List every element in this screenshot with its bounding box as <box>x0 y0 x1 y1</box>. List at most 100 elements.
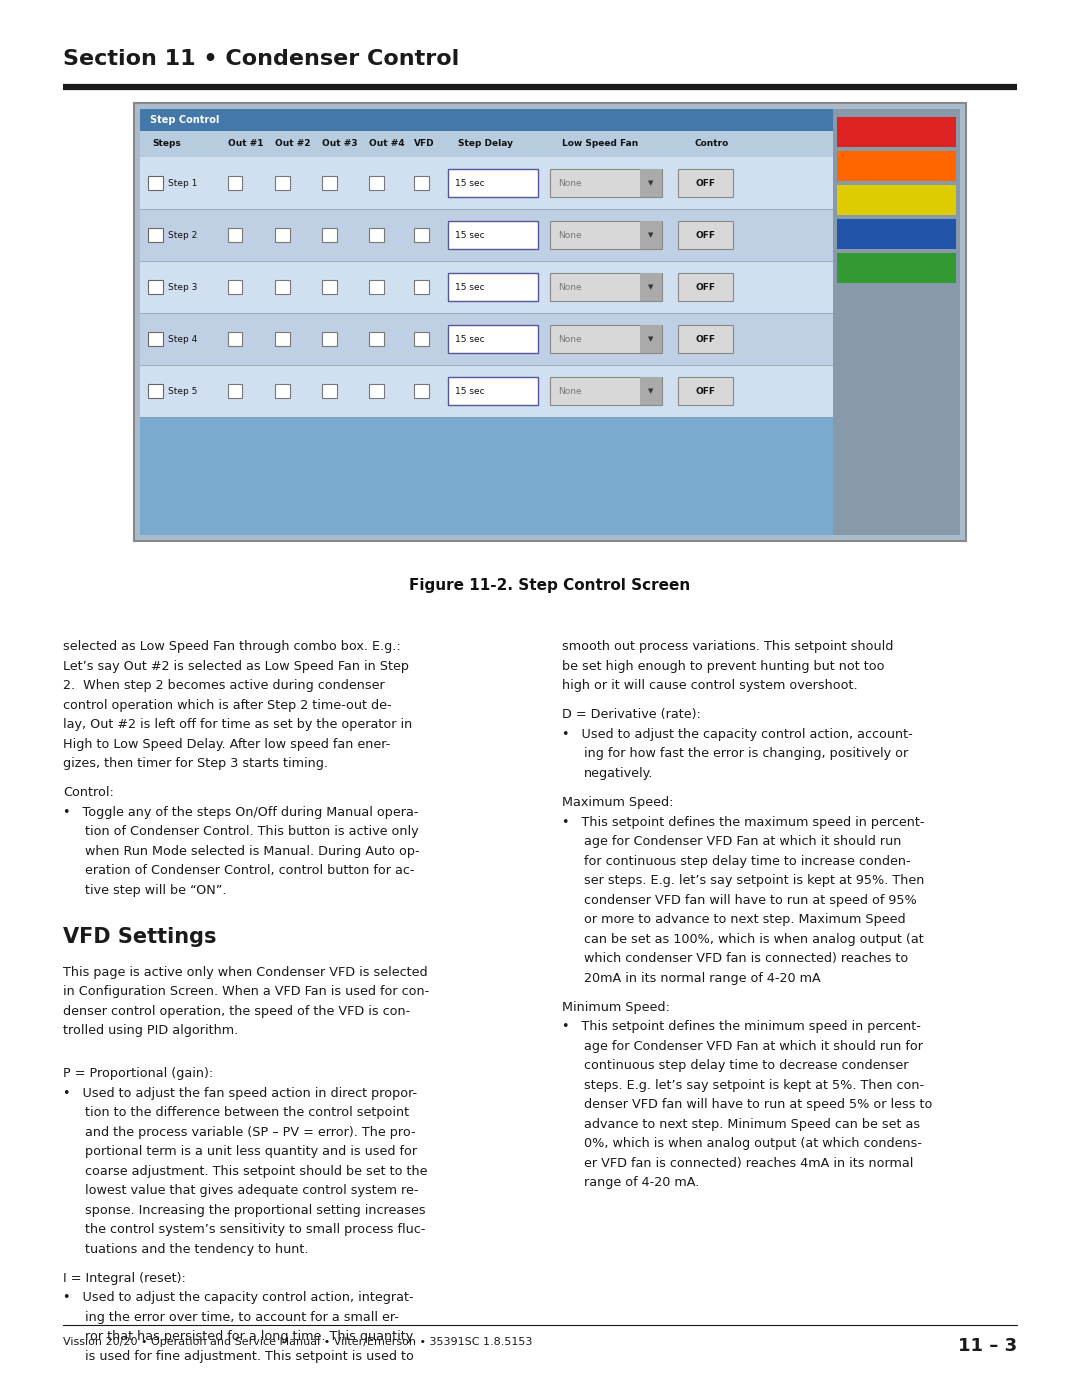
Text: can be set as 100%, which is when analog output (at: can be set as 100%, which is when analog… <box>584 933 923 946</box>
Text: ing for how fast the error is changing, positively or: ing for how fast the error is changing, … <box>584 747 908 760</box>
Text: 0%, which is when analog output (at which condens-: 0%, which is when analog output (at whic… <box>584 1137 922 1150</box>
Text: None: None <box>558 334 582 344</box>
FancyBboxPatch shape <box>140 156 833 210</box>
FancyBboxPatch shape <box>275 331 289 346</box>
FancyBboxPatch shape <box>448 326 538 353</box>
Text: when Run Mode selected is Manual. During Auto op-: when Run Mode selected is Manual. During… <box>85 845 420 858</box>
Text: •   Toggle any of the steps On/Off during Manual opera-: • Toggle any of the steps On/Off during … <box>63 806 419 819</box>
FancyBboxPatch shape <box>837 219 956 249</box>
Text: Step 2: Step 2 <box>167 231 197 239</box>
FancyBboxPatch shape <box>414 176 429 190</box>
FancyBboxPatch shape <box>322 176 337 190</box>
FancyBboxPatch shape <box>640 326 662 353</box>
FancyBboxPatch shape <box>275 176 289 190</box>
Text: ror that has persisted for a long time. This quantity: ror that has persisted for a long time. … <box>85 1330 414 1344</box>
Text: Step 5: Step 5 <box>167 387 197 395</box>
FancyBboxPatch shape <box>414 384 429 398</box>
Text: Minimum Speed:: Minimum Speed: <box>562 1000 670 1014</box>
Text: Section 11 • Condenser Control: Section 11 • Condenser Control <box>63 49 459 68</box>
FancyBboxPatch shape <box>322 384 337 398</box>
Text: is used for fine adjustment. This setpoint is used to: is used for fine adjustment. This setpoi… <box>85 1350 414 1363</box>
FancyBboxPatch shape <box>550 326 662 353</box>
Text: •   Used to adjust the capacity control action, integrat-: • Used to adjust the capacity control ac… <box>63 1291 414 1305</box>
Text: Low Speed Fan: Low Speed Fan <box>562 140 638 148</box>
Text: Out #2: Out #2 <box>275 140 311 148</box>
Text: 15 sec: 15 sec <box>455 282 485 292</box>
FancyBboxPatch shape <box>414 279 429 295</box>
FancyBboxPatch shape <box>550 377 662 405</box>
Text: Step 3: Step 3 <box>167 282 197 292</box>
FancyBboxPatch shape <box>833 109 960 535</box>
Text: Steps: Steps <box>152 140 180 148</box>
Text: 15 sec: 15 sec <box>455 179 485 187</box>
Text: Contro: Contro <box>696 140 729 148</box>
Text: None: None <box>558 387 582 395</box>
Text: OFF: OFF <box>696 387 715 395</box>
FancyBboxPatch shape <box>369 279 383 295</box>
FancyBboxPatch shape <box>140 365 833 416</box>
Text: lay, Out #2 is left off for time as set by the operator in: lay, Out #2 is left off for time as set … <box>63 718 413 731</box>
FancyBboxPatch shape <box>678 169 733 197</box>
Text: This page is active only when Condenser VFD is selected: This page is active only when Condenser … <box>63 965 428 979</box>
Text: ing the error over time, to account for a small er-: ing the error over time, to account for … <box>85 1310 399 1324</box>
Text: tuations and the tendency to hunt.: tuations and the tendency to hunt. <box>85 1242 309 1256</box>
Text: portional term is a unit less quantity and is used for: portional term is a unit less quantity a… <box>85 1146 417 1158</box>
FancyBboxPatch shape <box>140 261 833 313</box>
FancyBboxPatch shape <box>640 272 662 300</box>
FancyBboxPatch shape <box>322 279 337 295</box>
FancyBboxPatch shape <box>322 228 337 242</box>
FancyBboxPatch shape <box>228 176 243 190</box>
Text: 11 – 3: 11 – 3 <box>958 1337 1017 1355</box>
Text: steps. E.g. let’s say setpoint is kept at 5%. Then con-: steps. E.g. let’s say setpoint is kept a… <box>584 1078 924 1091</box>
FancyBboxPatch shape <box>550 169 662 197</box>
Text: None: None <box>558 231 582 239</box>
Text: Maximum Speed:: Maximum Speed: <box>562 796 674 809</box>
Text: tion of Condenser Control. This button is active only: tion of Condenser Control. This button i… <box>85 826 419 838</box>
FancyBboxPatch shape <box>448 221 538 249</box>
Text: Step 4: Step 4 <box>167 334 197 344</box>
Text: •   Used to adjust the fan speed action in direct propor-: • Used to adjust the fan speed action in… <box>63 1087 417 1099</box>
Text: or more to advance to next step. Maximum Speed: or more to advance to next step. Maximum… <box>584 914 906 926</box>
Text: the control system’s sensitivity to small process fluc-: the control system’s sensitivity to smal… <box>85 1222 426 1236</box>
Text: ser steps. E.g. let’s say setpoint is kept at 95%. Then: ser steps. E.g. let’s say setpoint is ke… <box>584 875 924 887</box>
Text: •   Used to adjust the capacity control action, account-: • Used to adjust the capacity control ac… <box>562 728 913 740</box>
FancyBboxPatch shape <box>369 331 383 346</box>
Text: range of 4-20 mA.: range of 4-20 mA. <box>584 1176 700 1189</box>
Text: 20mA in its normal range of 4-20 mA: 20mA in its normal range of 4-20 mA <box>584 971 821 985</box>
FancyBboxPatch shape <box>414 228 429 242</box>
Text: condenser VFD fan will have to run at speed of 95%: condenser VFD fan will have to run at sp… <box>584 894 917 907</box>
Text: D = Derivative (rate):: D = Derivative (rate): <box>562 708 701 721</box>
Text: which condenser VFD fan is connected) reaches to: which condenser VFD fan is connected) re… <box>584 951 908 965</box>
FancyBboxPatch shape <box>140 131 833 156</box>
FancyBboxPatch shape <box>678 326 733 353</box>
FancyBboxPatch shape <box>275 279 289 295</box>
Text: ▼: ▼ <box>648 284 653 291</box>
FancyBboxPatch shape <box>148 176 162 190</box>
FancyBboxPatch shape <box>369 176 383 190</box>
Text: Control:: Control: <box>63 787 113 799</box>
Text: tive step will be “ON”.: tive step will be “ON”. <box>85 884 227 897</box>
Text: Step Control: Step Control <box>150 115 219 124</box>
Text: high or it will cause control system overshoot.: high or it will cause control system ove… <box>562 679 858 692</box>
Text: continuous step delay time to decrease condenser: continuous step delay time to decrease c… <box>584 1059 908 1073</box>
FancyBboxPatch shape <box>369 228 383 242</box>
Text: er VFD fan is connected) reaches 4mA in its normal: er VFD fan is connected) reaches 4mA in … <box>584 1157 914 1169</box>
FancyBboxPatch shape <box>140 109 833 131</box>
FancyBboxPatch shape <box>640 221 662 249</box>
FancyBboxPatch shape <box>448 377 538 405</box>
Text: 15 sec: 15 sec <box>455 387 485 395</box>
Text: be set high enough to prevent hunting but not too: be set high enough to prevent hunting bu… <box>562 659 885 672</box>
FancyBboxPatch shape <box>837 151 956 182</box>
Text: High to Low Speed Delay. After low speed fan ener-: High to Low Speed Delay. After low speed… <box>63 738 390 750</box>
Text: Let’s say Out #2 is selected as Low Speed Fan in Step: Let’s say Out #2 is selected as Low Spee… <box>63 659 409 672</box>
Text: coarse adjustment. This setpoint should be set to the: coarse adjustment. This setpoint should … <box>85 1165 428 1178</box>
Text: ▼: ▼ <box>648 337 653 342</box>
Text: for continuous step delay time to increase conden-: for continuous step delay time to increa… <box>584 855 910 868</box>
Text: ▼: ▼ <box>648 180 653 186</box>
Text: P = Proportional (gain):: P = Proportional (gain): <box>63 1067 213 1080</box>
FancyBboxPatch shape <box>837 117 956 147</box>
FancyBboxPatch shape <box>550 272 662 300</box>
FancyBboxPatch shape <box>228 228 243 242</box>
Text: OFF: OFF <box>696 231 715 239</box>
Text: Step Delay: Step Delay <box>458 140 513 148</box>
